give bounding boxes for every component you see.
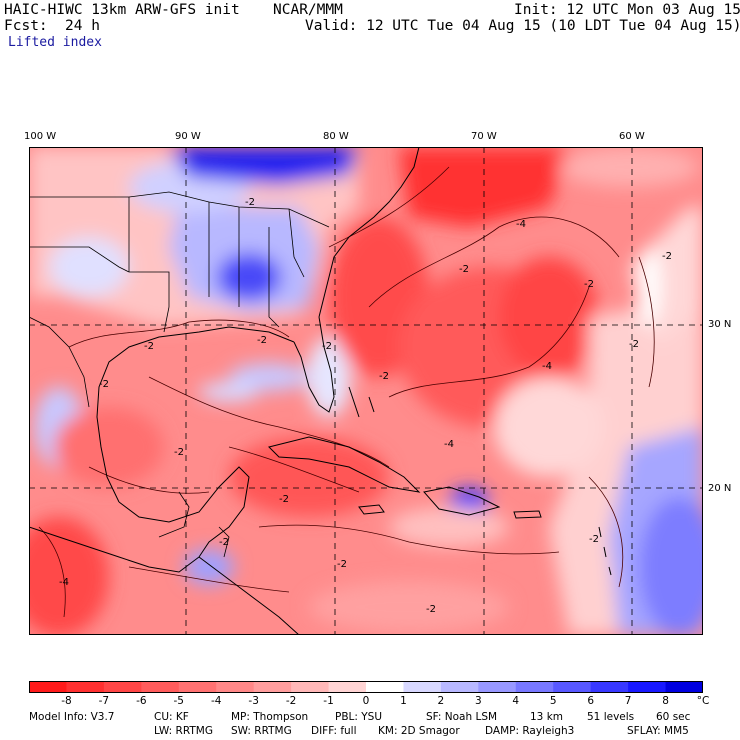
colorbar-swatch <box>103 681 142 693</box>
forecast-hour: 24 h <box>65 18 100 34</box>
lon-label-100w: 100 W <box>24 131 57 142</box>
contour-label: -2 <box>337 559 347 570</box>
contour-label: -2 <box>662 251 672 262</box>
map-frame <box>29 147 703 635</box>
field-shading <box>29 147 703 635</box>
forecast-label: Fcst: <box>4 18 48 34</box>
info-km: KM: 2D Smagor <box>378 725 460 737</box>
colorbar-swatch <box>440 681 479 693</box>
colorbar-swatch <box>178 681 217 693</box>
colorbar-swatch <box>29 681 67 693</box>
contour-label: -2 <box>584 279 594 290</box>
colorbar-tick-label: 3 <box>474 695 482 707</box>
colorbar-tick-label: -1 <box>323 695 334 707</box>
valid-time: Valid: 12 UTC Tue 04 Aug 15 (10 LDT Tue … <box>305 18 740 34</box>
info-pbl: PBL: YSU <box>335 711 383 723</box>
contour-label: -2 <box>629 339 639 350</box>
colorbar-tick-label: 5 <box>549 695 557 707</box>
borders <box>29 191 330 558</box>
colorbar-tick-label: 1 <box>400 695 407 707</box>
org-label: NCAR/MMM <box>273 2 343 18</box>
info-levels: 51 levels <box>587 711 635 723</box>
colorbar-tick-label: -5 <box>173 695 185 707</box>
coastlines <box>29 147 612 635</box>
contour-label: -2 <box>99 379 109 390</box>
contour-label: -2 <box>144 341 154 352</box>
colorbar-frame <box>29 681 703 693</box>
lon-label-90w: 90 W <box>175 131 201 142</box>
contour-label: -2 <box>379 371 389 382</box>
info-diff: DIFF: full <box>311 725 357 737</box>
contour-label: -2 <box>219 537 229 548</box>
colorbar-swatch <box>628 681 667 693</box>
colorbar-tick-label: -8 <box>61 695 72 707</box>
info-sf: SF: Noah LSM <box>426 711 498 723</box>
lat-label-30n: 30 N <box>708 319 732 330</box>
info-sflay: SFLAY: MM5 <box>627 725 689 737</box>
colorbar-tick-label: -3 <box>248 695 259 707</box>
contour-label: -2 <box>426 604 436 615</box>
colorbar-swatch <box>590 681 629 693</box>
info-dt: 60 sec <box>656 711 691 723</box>
info-cu: CU: KF <box>154 711 189 723</box>
contour-label: -2 <box>245 197 255 208</box>
info-mp: MP: Thompson <box>231 711 309 723</box>
contour-label-group: -2 -2 -4 -2 -4 -2 -2 -2 -2 -2 -2 -4 -2 -… <box>59 197 672 615</box>
lon-label-60w: 60 W <box>619 131 645 142</box>
contour-label: -2 <box>322 341 332 352</box>
colorbar-tick-label: 6 <box>587 695 594 707</box>
lat-lon-grid <box>29 147 703 635</box>
contour-label: -4 <box>59 577 69 588</box>
info-model: Model Info: V3.7 <box>29 711 115 723</box>
colorbar <box>29 681 703 693</box>
lon-label-80w: 80 W <box>323 131 349 142</box>
colorbar-tick-label: 8 <box>662 695 669 707</box>
contour-label: -4 <box>542 361 552 372</box>
info-res: 13 km <box>530 711 564 723</box>
colorbar-swatch <box>515 681 554 693</box>
colorbar-swatch <box>253 681 292 693</box>
info-lw: LW: RRTMG <box>154 725 213 737</box>
colorbar-swatch <box>291 681 330 693</box>
colorbar-tick-label: 7 <box>624 695 632 707</box>
colorbar-swatch <box>66 681 105 693</box>
contour-label: -2 <box>589 534 599 545</box>
info-damp: DAMP: Rayleigh3 <box>485 725 575 737</box>
colorbar-unit: °C <box>696 695 710 707</box>
init-time: Init: 12 UTC Mon 03 Aug 15 <box>514 2 740 18</box>
colorbar-tick-label: -7 <box>98 695 110 707</box>
lat-label-20n: 20 N <box>708 483 732 494</box>
colorbar-tick-label: 4 <box>512 695 520 707</box>
contour-label: -2 <box>257 335 267 346</box>
colorbar-swatch <box>328 681 367 693</box>
field-name: Lifted index <box>8 35 102 50</box>
colorbar-swatch <box>216 681 255 693</box>
contour-label: -2 <box>279 494 289 505</box>
colorbar-swatch <box>141 681 180 693</box>
model-title: HAIC-HIWC 13km ARW-GFS init <box>4 2 240 18</box>
colorbar-swatch <box>665 681 703 693</box>
lifted-index-map: -2 -2 -4 -2 -4 -2 -2 -2 -2 -2 -2 -4 -2 -… <box>29 147 703 635</box>
colorbar-tick-label: -4 <box>210 695 222 707</box>
info-sw: SW: RRTMG <box>231 725 292 737</box>
colorbar-tick-label: 0 <box>362 695 370 707</box>
contour-label: -4 <box>444 439 454 450</box>
colorbar-swatch <box>478 681 517 693</box>
colorbar-swatch <box>403 681 442 693</box>
lon-label-70w: 70 W <box>471 131 497 142</box>
colorbar-tick-label: -6 <box>136 695 147 707</box>
contour-label: -2 <box>174 447 184 458</box>
colorbar-tick-label: -2 <box>285 695 297 707</box>
colorbar-tick-label: 2 <box>437 695 445 707</box>
contour-label: -4 <box>516 219 526 230</box>
contour-label: -2 <box>459 264 469 275</box>
colorbar-swatch <box>366 681 404 693</box>
contour-lines <box>38 166 655 618</box>
colorbar-swatch <box>553 681 592 693</box>
